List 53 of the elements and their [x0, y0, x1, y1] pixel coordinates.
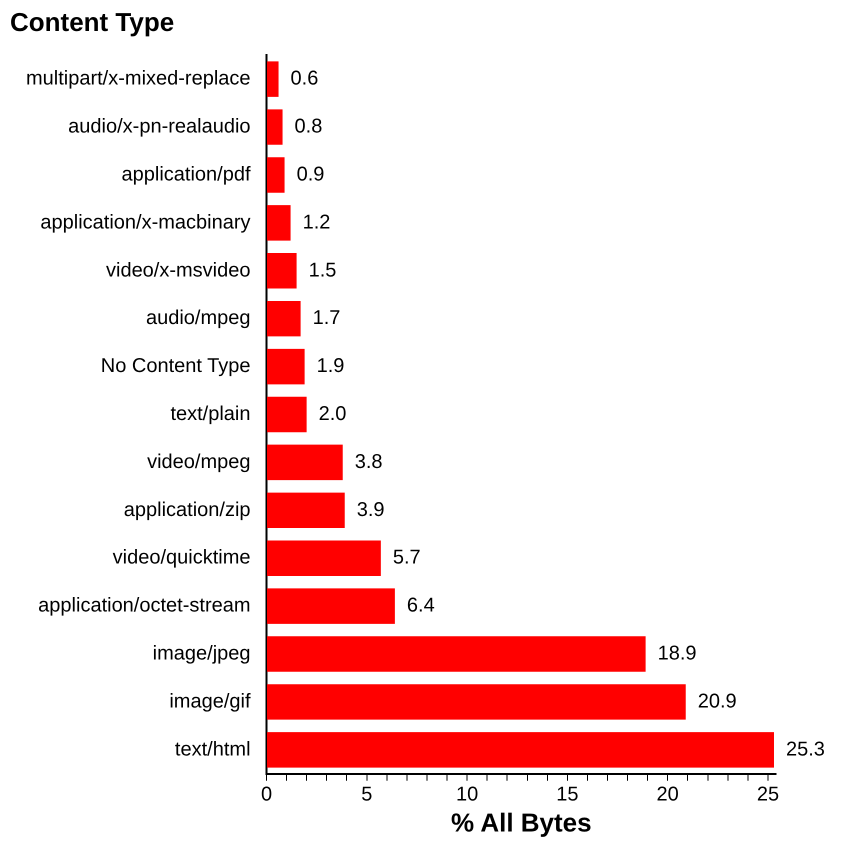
bar	[267, 636, 646, 672]
y-tick-label: application/x-macbinary	[40, 211, 251, 234]
y-tick-label: multipart/x-mixed-replace	[26, 68, 251, 90]
bar	[267, 588, 395, 624]
y-tick-label: text/plain	[170, 403, 251, 426]
bar	[267, 684, 686, 720]
data-label: 20.9	[698, 690, 737, 712]
bar	[267, 300, 301, 336]
bar	[267, 253, 297, 289]
y-tick-label: application/octet-stream	[38, 594, 251, 617]
x-tick-label: 5	[361, 783, 372, 806]
bar	[267, 109, 283, 145]
data-label: 3.9	[356, 498, 385, 521]
data-label: 1.2	[302, 211, 330, 234]
y-tick-label: video/mpeg	[147, 450, 251, 473]
data-label: 1.9	[316, 355, 344, 378]
data-label: 0.6	[290, 68, 318, 90]
y-axis-title: Content Type	[10, 6, 174, 37]
data-label: 2.0	[318, 403, 346, 426]
y-tick-label: video/quicktime	[112, 546, 251, 569]
bar	[267, 348, 305, 384]
y-tick-label: video/x-msvideo	[106, 259, 251, 282]
data-label: 5.7	[392, 546, 421, 569]
y-tick-label: audio/x-pn-realaudio	[68, 116, 251, 138]
x-tick-label: 15	[556, 783, 579, 806]
bar	[267, 540, 381, 576]
bar	[267, 205, 291, 241]
bar	[267, 492, 345, 528]
bar	[267, 61, 279, 97]
bar	[267, 444, 343, 480]
data-label: 0.9	[296, 163, 324, 186]
x-tick-label: 20	[656, 783, 679, 806]
data-label: 18.9	[658, 642, 697, 665]
data-label: 6.4	[406, 594, 435, 617]
bar	[267, 157, 285, 193]
data-label: 1.5	[308, 259, 336, 282]
x-tick-label: 25	[756, 783, 780, 806]
y-tick-label: application/pdf	[122, 163, 251, 186]
data-label: 25.3	[786, 738, 825, 760]
data-label: 3.8	[354, 450, 383, 473]
y-tick-label: image/jpeg	[152, 642, 251, 665]
data-label: 0.8	[294, 116, 322, 138]
x-tick-label: 0	[260, 783, 272, 806]
bar	[267, 732, 774, 768]
data-label: 1.7	[312, 307, 340, 330]
x-tick-label: 10	[456, 783, 478, 806]
y-tick-label: No Content Type	[100, 355, 251, 378]
y-tick-label: text/html	[174, 738, 251, 760]
y-tick-label: audio/mpeg	[146, 307, 251, 330]
y-tick-label: application/zip	[124, 498, 251, 521]
x-axis-title: % All Bytes	[450, 808, 592, 838]
bar	[267, 396, 307, 432]
y-tick-label: image/gif	[169, 690, 251, 712]
